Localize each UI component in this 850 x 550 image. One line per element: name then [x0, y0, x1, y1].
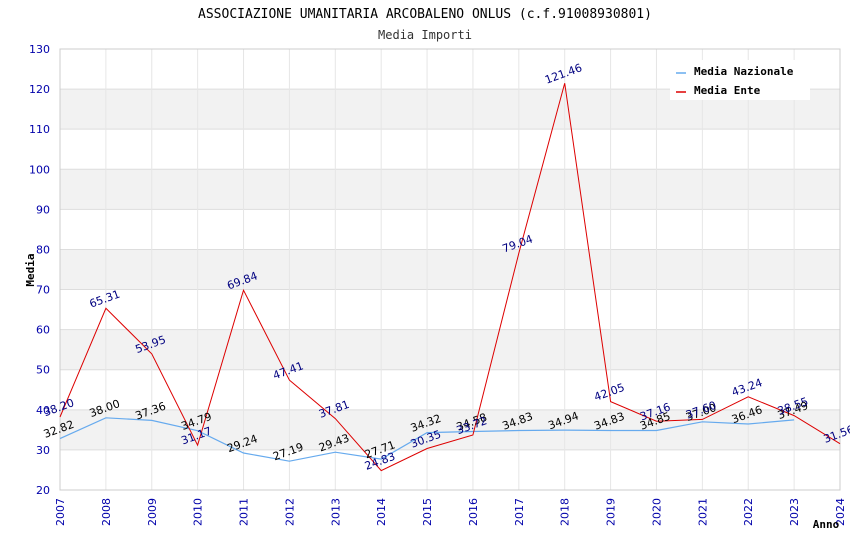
- legend-label-media-ente: Media Ente: [694, 84, 761, 97]
- grid-band: [60, 329, 840, 370]
- grid-band: [60, 169, 840, 210]
- x-tick-label: 2014: [375, 498, 388, 526]
- y-tick-label: 110: [29, 123, 50, 136]
- y-axis-ticks: 20 30 40 50 60 70 80 90 100 110 120 130: [29, 43, 50, 497]
- data-label-ente: 43.24: [730, 376, 764, 399]
- plot-area: [59, 48, 841, 491]
- x-tick-label: 2022: [742, 498, 755, 526]
- y-tick-label: 40: [36, 404, 50, 417]
- series-line-media-nazionale: [59, 417, 795, 462]
- grid-band: [60, 409, 840, 450]
- y-tick-label: 80: [36, 243, 50, 256]
- y-tick-label: 70: [36, 284, 50, 297]
- y-tick-label: 130: [29, 43, 50, 56]
- grid-bands: [60, 89, 840, 450]
- x-tick-label: 2018: [559, 498, 572, 526]
- x-tick-label: 2010: [192, 498, 205, 526]
- legend-box: [670, 60, 810, 100]
- y-axis-label: Media: [24, 253, 37, 286]
- x-tick-label: 2020: [650, 498, 663, 526]
- x-tick-label: 2021: [696, 498, 709, 526]
- x-tick-label: 2008: [100, 498, 113, 526]
- data-label-ente: 42.05: [592, 381, 626, 404]
- data-label-ente: 65.31: [88, 288, 122, 311]
- chart-subtitle: Media Importi: [378, 28, 472, 42]
- x-axis-label: Anno: [813, 518, 840, 531]
- y-tick-label: 90: [36, 203, 50, 216]
- y-tick-label: 120: [29, 83, 50, 96]
- series-lines: [59, 83, 841, 472]
- y-tick-label: 60: [36, 324, 50, 337]
- y-tick-label: 20: [36, 484, 50, 497]
- data-label-ente: 121.46: [543, 61, 584, 86]
- legend: Media Nazionale Media Ente: [670, 60, 810, 100]
- y-tick-label: 100: [29, 163, 50, 176]
- x-tick-label: 2024: [834, 498, 847, 526]
- x-tick-label: 2011: [238, 498, 251, 526]
- y-tick-label: 30: [36, 444, 50, 457]
- y-tick-label: 50: [36, 364, 50, 377]
- x-tick-label: 2016: [467, 498, 480, 526]
- grid-band: [60, 249, 840, 290]
- legend-label-media-nazionale: Media Nazionale: [694, 65, 794, 78]
- x-tick-label: 2012: [283, 498, 296, 526]
- x-tick-label: 2013: [329, 498, 342, 526]
- x-tick-label: 2015: [421, 498, 434, 526]
- x-tick-label: 2009: [146, 498, 159, 526]
- series-line-media-ente: [59, 83, 841, 472]
- x-axis-ticks: 2007 2008 2009 2010 2011 2012 2013 2014 2015 2016…: [54, 498, 847, 526]
- x-tick-label: 2017: [513, 498, 526, 526]
- x-tick-label: 2019: [605, 498, 618, 526]
- x-tick-label: 2023: [788, 498, 801, 526]
- chart-title: ASSOCIAZIONE UMANITARIA ARCOBALENO ONLUS…: [198, 7, 652, 22]
- x-tick-label: 2007: [54, 498, 67, 526]
